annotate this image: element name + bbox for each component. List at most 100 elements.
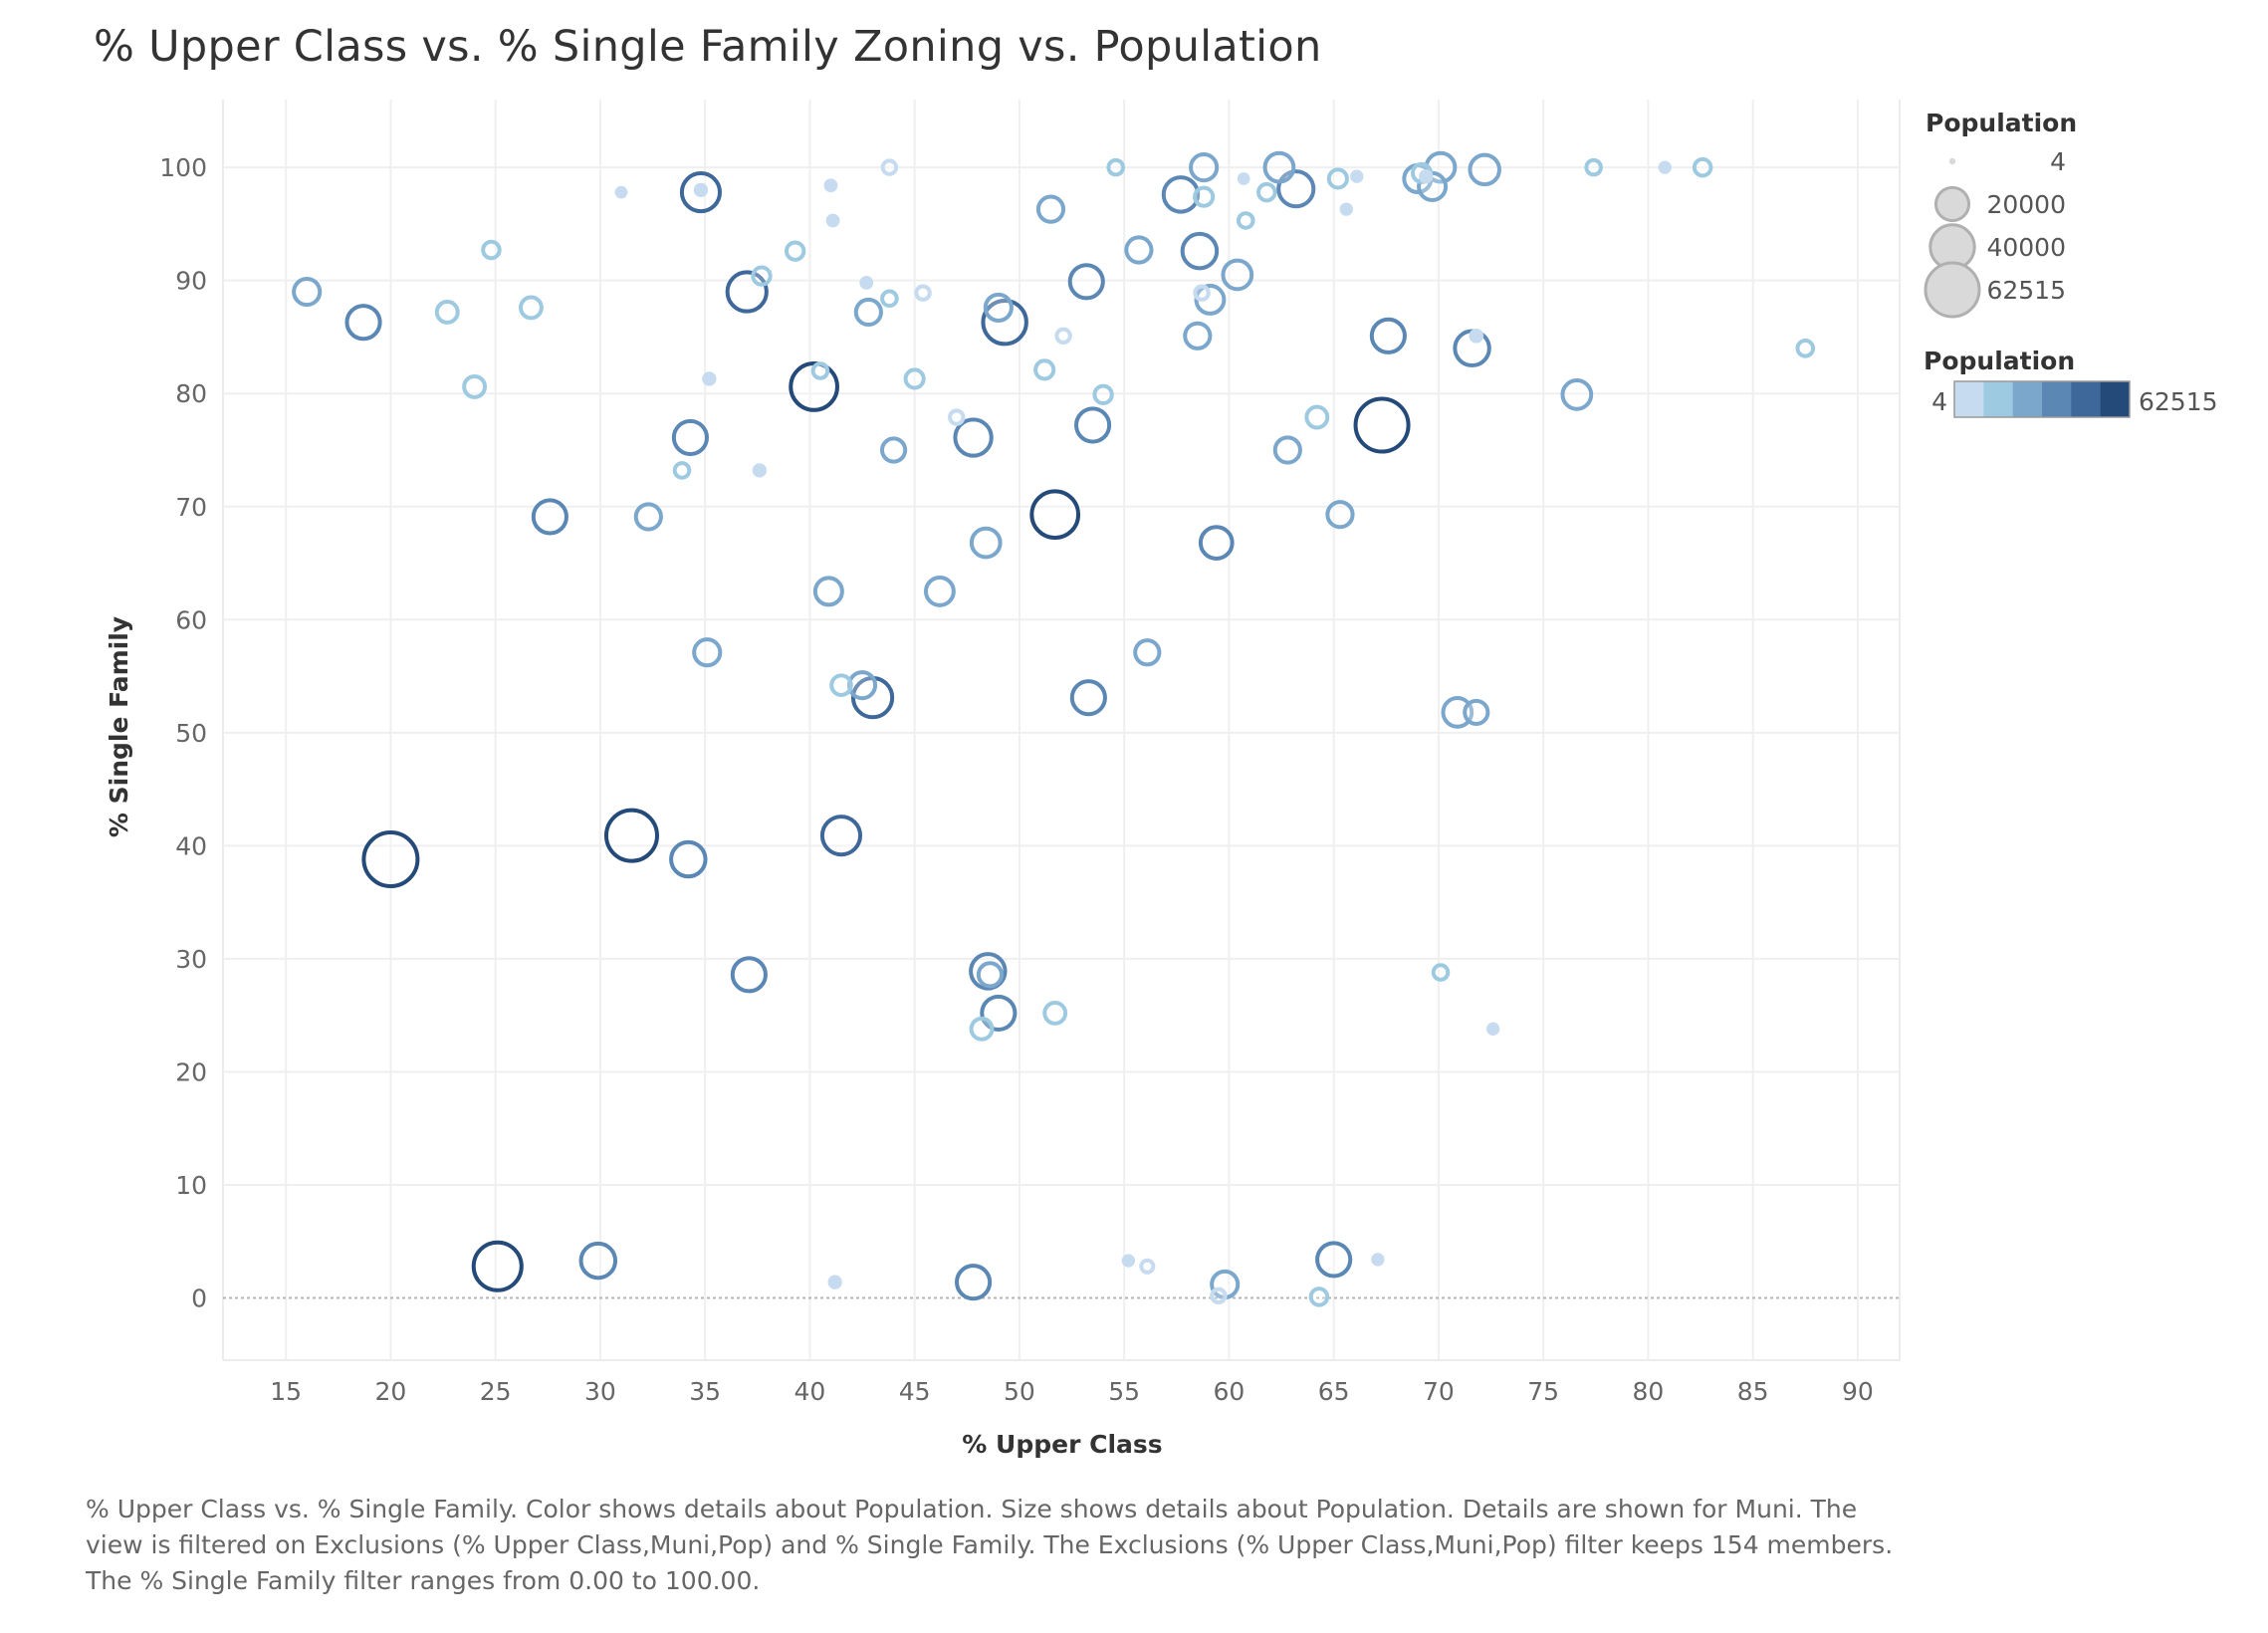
data-point: [481, 239, 502, 261]
color-legend-swatch: [1983, 381, 2014, 417]
data-point: [434, 300, 460, 325]
data-point: [1692, 156, 1713, 178]
data-point: [853, 297, 883, 328]
color-legend-title: Population: [1924, 347, 2075, 375]
data-point: [1308, 1286, 1330, 1307]
data-point: [692, 637, 723, 668]
data-point: [1560, 377, 1594, 411]
x-tick-label: 55: [1108, 1377, 1140, 1406]
x-tick-label: 20: [374, 1377, 406, 1406]
x-tick-label: 30: [584, 1377, 616, 1406]
data-point: [1236, 211, 1255, 230]
y-tick-label: 20: [175, 1057, 207, 1086]
y-axis-title: % Single Family: [105, 616, 133, 837]
data-points: [292, 150, 1816, 1307]
data-point: [1180, 231, 1220, 271]
x-tick-label: 45: [899, 1377, 931, 1406]
size-legend-swatch: [1933, 185, 1971, 223]
data-point: [1485, 1022, 1500, 1036]
size-legend: Population 4 20000 40000 62515: [1924, 109, 2077, 319]
y-tick-label: 80: [175, 379, 207, 408]
color-legend-swatch: [1954, 381, 1984, 417]
data-point: [1353, 396, 1411, 454]
data-point: [518, 295, 544, 321]
data-point: [859, 276, 874, 290]
x-tick-label: 70: [1423, 1377, 1455, 1406]
size-legend-label: 40000: [1986, 233, 2066, 262]
data-point: [751, 265, 773, 287]
data-point: [693, 182, 709, 197]
data-point: [914, 284, 932, 302]
data-point: [880, 289, 899, 309]
color-legend-max-label: 62515: [2139, 387, 2218, 416]
data-point: [1326, 167, 1349, 190]
data-point: [1304, 404, 1330, 430]
data-point: [1183, 321, 1213, 350]
color-legend-swatch: [2012, 381, 2043, 417]
y-tick-label: 60: [175, 605, 207, 634]
color-legend-frame: [1953, 380, 2131, 418]
data-point: [361, 830, 420, 889]
data-point: [1035, 194, 1066, 224]
data-point: [1139, 1258, 1156, 1275]
size-legend-swatch: [1924, 261, 1981, 319]
data-point: [1042, 1000, 1068, 1026]
data-point: [1221, 258, 1254, 292]
data-point: [1193, 185, 1216, 208]
data-point: [1795, 338, 1816, 358]
data-point: [1033, 358, 1056, 381]
chart-title: % Upper Class vs. % Single Family Zoning…: [94, 22, 1322, 72]
data-point: [1584, 157, 1603, 177]
x-tick-label: 60: [1213, 1377, 1245, 1406]
data-point: [1054, 327, 1072, 346]
data-point: [969, 1016, 995, 1042]
y-tick-label: 70: [175, 493, 207, 522]
data-point: [1074, 406, 1112, 444]
color-legend-swatch: [2071, 381, 2102, 417]
data-point: [953, 417, 994, 458]
data-point: [1133, 638, 1162, 667]
data-point: [1124, 235, 1154, 265]
data-point: [752, 463, 768, 478]
data-point: [825, 213, 840, 228]
data-point: [578, 1241, 618, 1281]
y-tick-label: 50: [175, 719, 207, 748]
y-tick-label: 0: [191, 1284, 207, 1313]
data-point: [633, 502, 663, 532]
data-point: [1468, 152, 1501, 187]
data-point: [810, 361, 830, 380]
data-point: [1431, 963, 1451, 982]
data-point: [1463, 698, 1490, 726]
color-legend-min-label: 4: [1931, 387, 1947, 416]
data-point: [1369, 317, 1407, 354]
data-point: [1193, 284, 1211, 302]
data-point: [1161, 175, 1201, 214]
data-point: [1256, 181, 1277, 203]
y-tick-label: 90: [175, 267, 207, 296]
x-tick-label: 25: [480, 1377, 512, 1406]
y-tick-label: 30: [175, 945, 207, 974]
data-point: [1194, 284, 1227, 316]
data-point: [976, 961, 1005, 989]
data-point: [948, 408, 966, 426]
data-point: [1325, 500, 1355, 530]
size-legend-title: Population: [1926, 109, 2077, 137]
size-legend-label: 4: [2050, 147, 2066, 176]
data-point: [1350, 169, 1364, 183]
data-point: [846, 670, 878, 701]
data-point: [471, 1240, 524, 1292]
y-axis-ticks: 0 10 20 30 40 50 60 70 80 90 100: [159, 153, 207, 1312]
data-point: [531, 498, 568, 536]
data-point: [344, 304, 382, 342]
data-point: [1237, 172, 1250, 185]
data-point: [1419, 169, 1434, 184]
data-point: [1262, 150, 1296, 184]
y-tick-label: 10: [175, 1171, 207, 1200]
data-point: [1272, 435, 1302, 465]
data-point: [1315, 1241, 1353, 1279]
x-tick-label: 35: [689, 1377, 721, 1406]
x-tick-label: 75: [1527, 1377, 1559, 1406]
data-point: [1658, 160, 1672, 174]
data-point: [1210, 1286, 1228, 1304]
